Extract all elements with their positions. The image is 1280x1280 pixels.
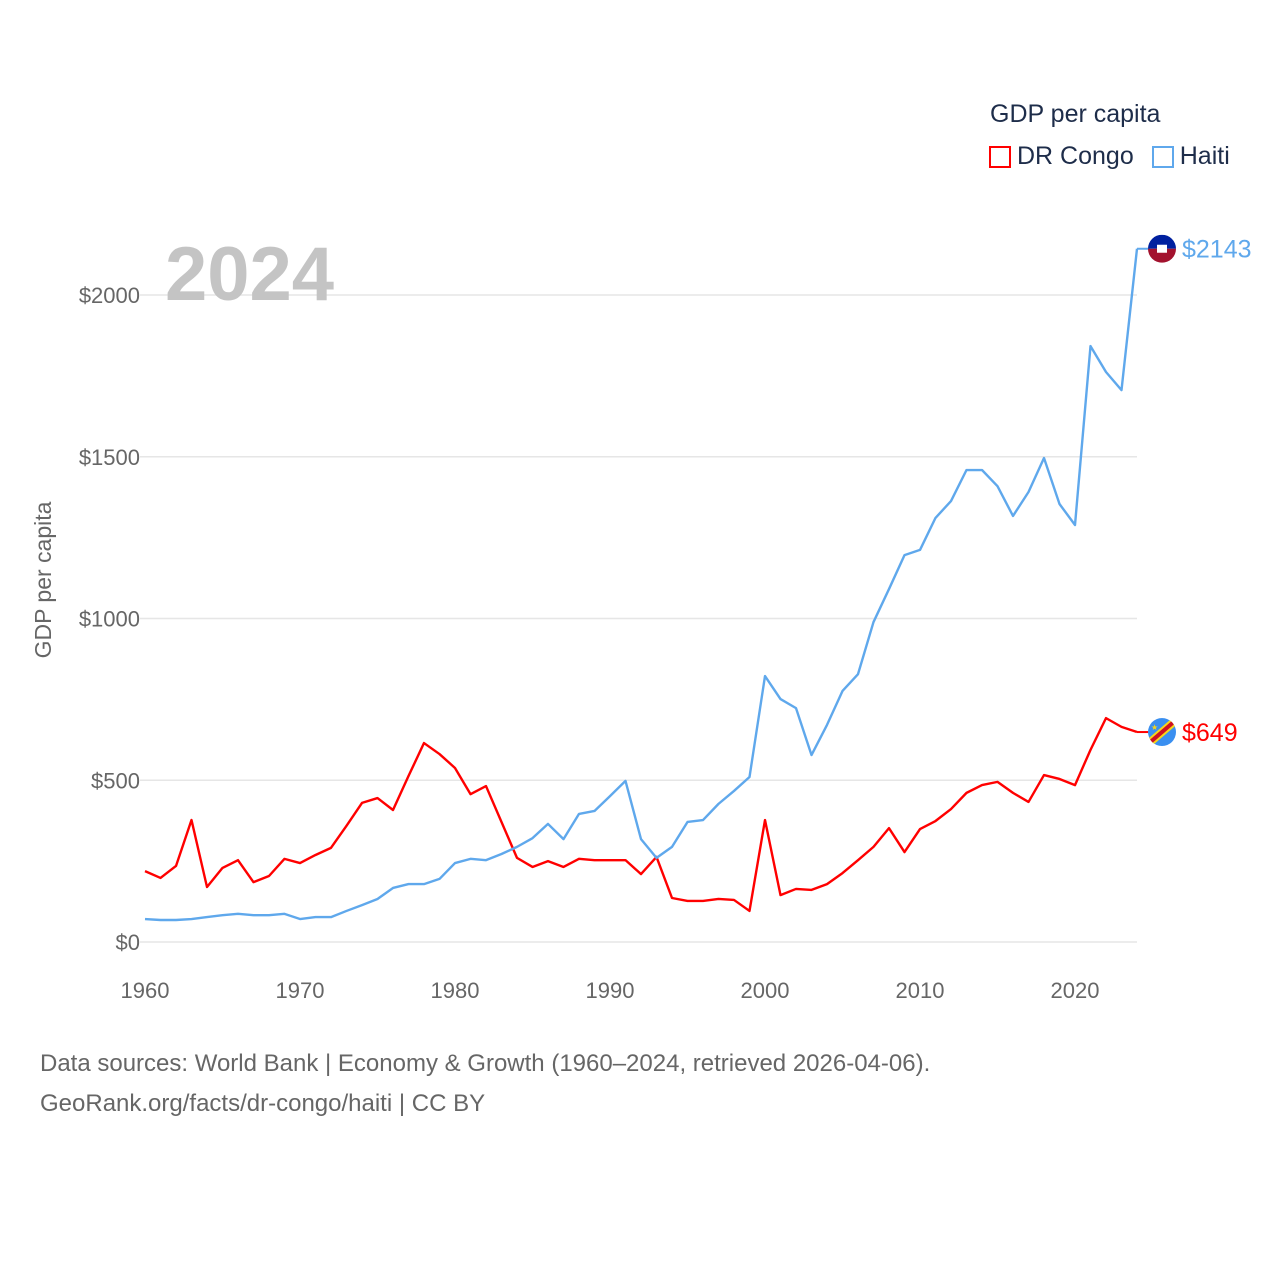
x-tick-label: 2000	[741, 978, 790, 1003]
legend-label: Haiti	[1179, 142, 1230, 170]
haiti-flag-icon	[1148, 234, 1176, 263]
legend-title: GDP per capita	[990, 100, 1161, 128]
y-tick-label: $500	[91, 768, 140, 793]
footer: Data sources: World Bank | Economy & Gro…	[40, 1044, 930, 1124]
end-value-label: $2143	[1182, 236, 1252, 264]
dr-congo-flag-icon: ★	[1148, 718, 1176, 747]
legend-item-haiti[interactable]: Haiti	[1151, 142, 1230, 171]
x-tick-label: 1990	[586, 978, 635, 1003]
y-tick-label: $1500	[79, 445, 140, 470]
svg-text:★: ★	[1151, 723, 1158, 732]
y-tick-label: $0	[116, 930, 140, 955]
legend-label: DR Congo	[1017, 142, 1134, 170]
legend: DR Congo Haiti	[989, 142, 1230, 171]
source-link[interactable]: GeoRank.org/facts/dr-congo/haiti | CC BY	[40, 1090, 486, 1117]
legend-swatch-dr-congo	[989, 145, 1011, 168]
x-tick-label: 2020	[1051, 978, 1100, 1003]
data-sources: Data sources: World Bank | Economy & Gro…	[40, 1050, 931, 1077]
end-value-label: $649	[1182, 719, 1238, 747]
y-tick-label: $1000	[79, 607, 140, 632]
x-tick-label: 1980	[431, 978, 480, 1003]
y-axis-label: GDP per capita	[30, 501, 56, 658]
legend-swatch-haiti	[1151, 145, 1174, 168]
x-tick-label: 1960	[121, 978, 170, 1003]
series-line-dr-congo	[144, 716, 1138, 913]
year-watermark: 2024	[165, 232, 334, 317]
y-tick-label: $2000	[79, 283, 140, 308]
series-line-haiti	[144, 248, 1139, 922]
x-tick-label: 2010	[896, 978, 945, 1003]
x-tick-label: 1970	[276, 978, 325, 1003]
legend-item-dr-congo[interactable]: DR Congo	[989, 142, 1134, 171]
